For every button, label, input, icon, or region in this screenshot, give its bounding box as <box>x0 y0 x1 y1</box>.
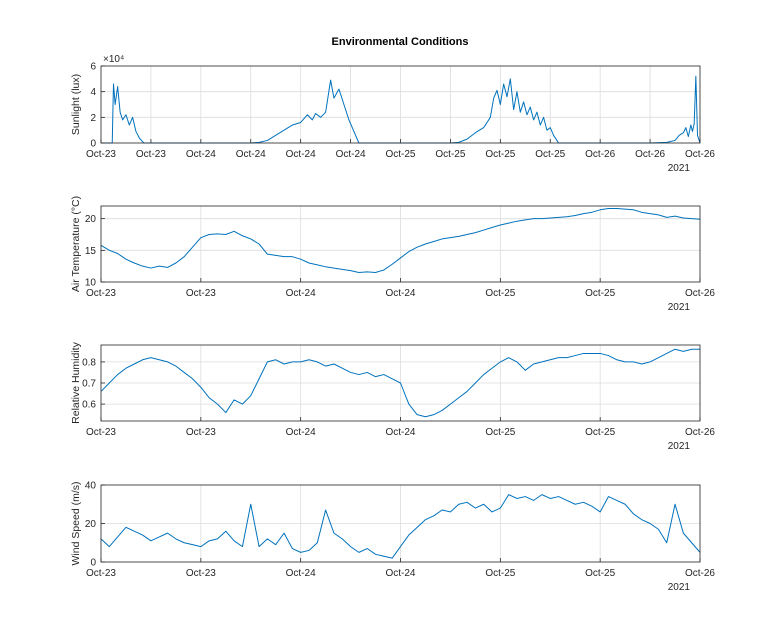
sunlight-xtick-label-9: Oct-25 <box>535 149 565 160</box>
wind-speed-ytick-label-2: 40 <box>85 481 97 492</box>
relative-humidity-ytick-label-1: 0.7 <box>82 379 96 390</box>
wind-speed-y-axis-label: Wind Speed (m/s) <box>70 481 82 565</box>
wind-speed-ytick-label-1: 20 <box>85 519 97 530</box>
sunlight-xtick-label-1: Oct-23 <box>136 149 166 160</box>
wind-speed-xtick-label-1: Oct-23 <box>186 568 216 579</box>
air-temperature-x-year-label: 2021 <box>668 302 691 313</box>
wind-speed-xtick-label-0: Oct-23 <box>86 568 116 579</box>
wind-speed-xtick-label-5: Oct-25 <box>585 568 615 579</box>
relative-humidity-xtick-label-6: Oct-26 <box>685 427 715 438</box>
sunlight-y-exponent-label: ×10⁴ <box>103 54 124 65</box>
relative-humidity-xtick-label-5: Oct-25 <box>585 427 615 438</box>
subplots: Oct-23 Oct-23 Oct-24 Oct-24 Oct-24 Oct-24 Oct-… <box>70 54 715 593</box>
relative-humidity-xtick-label-1: Oct-23 <box>186 427 216 438</box>
relative-humidity-ytick-label-0: 0.6 <box>82 400 96 411</box>
relative-humidity-series-line <box>100 348 700 418</box>
air-temperature-ytick-label-1: 15 <box>85 246 97 257</box>
wind-speed-series-line <box>100 494 701 559</box>
air-temperature-xtick-label-2: Oct-24 <box>286 288 316 299</box>
sunlight-ytick-label-2: 4 <box>90 87 96 98</box>
sunlight-y-axis-label: Sunlight (lux) <box>70 74 82 135</box>
wind-speed-xtick-label-6: Oct-26 <box>685 568 715 579</box>
sunlight-xtick-label-0: Oct-23 <box>86 149 116 160</box>
sunlight-xtick-label-2: Oct-24 <box>186 149 216 160</box>
air-temperature-xtick-label-4: Oct-25 <box>485 288 515 299</box>
sunlight-ytick-label-1: 2 <box>90 113 96 124</box>
air-temperature-xtick-label-3: Oct-24 <box>385 288 415 299</box>
subplot-air-temperature: Oct-23 Oct-23 Oct-24 Oct-24 Oct-25 Oct-25 Oct-… <box>70 196 715 313</box>
sunlight-xtick-label-4: Oct-24 <box>286 149 316 160</box>
wind-speed-xtick-label-3: Oct-24 <box>385 568 415 579</box>
relative-humidity-xtick-label-0: Oct-23 <box>86 427 116 438</box>
air-temperature-series-line <box>100 208 701 273</box>
air-temperature-ytick-label-0: 10 <box>85 278 97 289</box>
air-temperature-xtick-label-6: Oct-26 <box>685 288 715 299</box>
sunlight-xtick-label-7: Oct-25 <box>435 149 465 160</box>
figure-title: Environmental Conditions <box>332 36 469 48</box>
relative-humidity-xtick-label-2: Oct-24 <box>286 427 316 438</box>
sunlight-xtick-label-11: Oct-26 <box>635 149 665 160</box>
relative-humidity-xtick-label-4: Oct-25 <box>485 427 515 438</box>
sunlight-xtick-label-5: Oct-24 <box>336 149 366 160</box>
sunlight-xtick-label-8: Oct-25 <box>485 149 515 160</box>
air-temperature-y-axis-label: Air Temperature (°C) <box>70 196 82 292</box>
wind-speed-ytick-label-0: 0 <box>90 558 96 569</box>
subplot-sunlight: Oct-23 Oct-23 Oct-24 Oct-24 Oct-24 Oct-24 Oct-… <box>70 54 715 174</box>
wind-speed-xtick-label-2: Oct-24 <box>286 568 316 579</box>
relative-humidity-y-axis-label: Relative Humidity <box>70 341 82 423</box>
subplot-wind-speed: Oct-23 Oct-23 Oct-24 Oct-24 Oct-25 Oct-25 Oct-… <box>70 481 715 594</box>
sunlight-ytick-label-3: 6 <box>90 62 96 73</box>
sunlight-xtick-label-12: Oct-26 <box>685 149 715 160</box>
sunlight-xtick-label-6: Oct-25 <box>385 149 415 160</box>
air-temperature-xtick-label-5: Oct-25 <box>585 288 615 299</box>
wind-speed-x-year-label: 2021 <box>668 582 691 593</box>
sunlight-xtick-label-10: Oct-26 <box>585 149 615 160</box>
sunlight-x-year-label: 2021 <box>668 163 691 174</box>
wind-speed-xtick-label-4: Oct-25 <box>485 568 515 579</box>
sunlight-ytick-label-0: 0 <box>90 139 96 150</box>
relative-humidity-x-year-label: 2021 <box>668 441 691 452</box>
air-temperature-xtick-label-0: Oct-23 <box>86 288 116 299</box>
air-temperature-ytick-label-2: 20 <box>85 214 97 225</box>
air-temperature-xtick-label-1: Oct-23 <box>186 288 216 299</box>
sunlight-xtick-label-3: Oct-24 <box>236 149 266 160</box>
subplot-relative-humidity: Oct-23 Oct-23 Oct-24 Oct-24 Oct-25 Oct-25 Oct-… <box>70 341 715 452</box>
relative-humidity-ytick-label-2: 0.8 <box>82 357 96 368</box>
relative-humidity-xtick-label-3: Oct-24 <box>385 427 415 438</box>
